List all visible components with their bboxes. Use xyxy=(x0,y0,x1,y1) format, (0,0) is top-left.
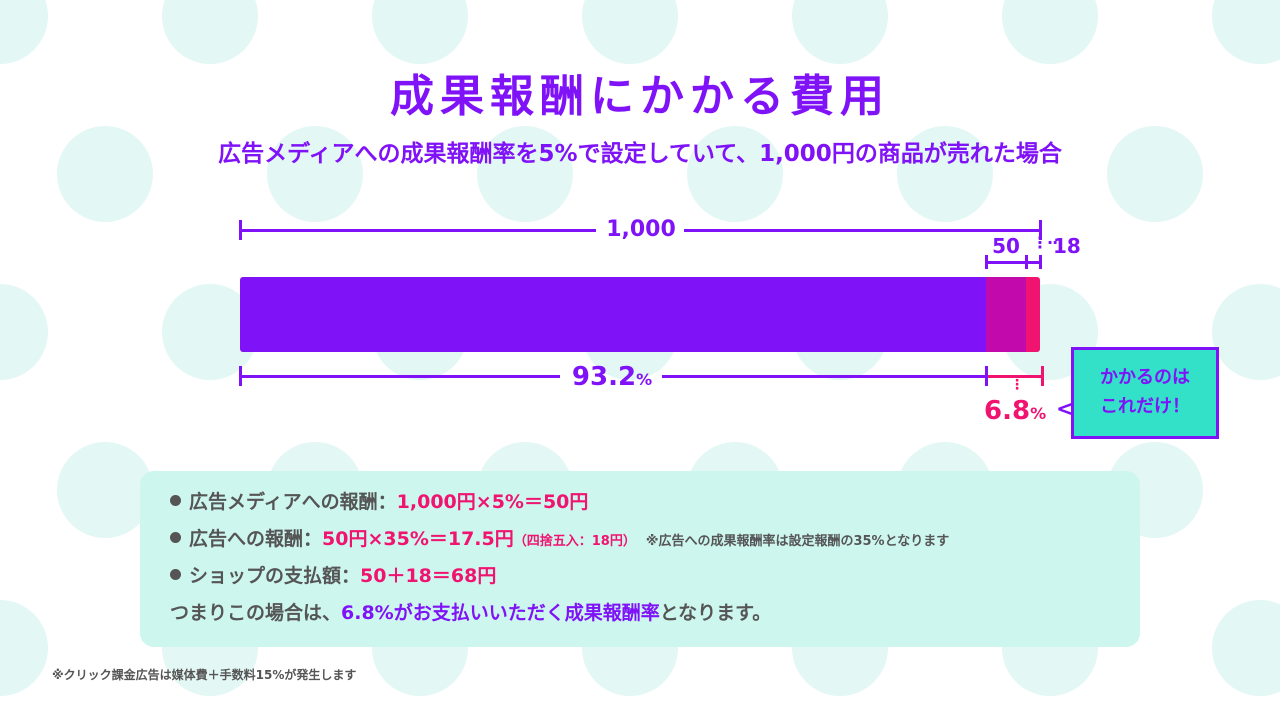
breakdown-item-media: 広告メディアへの報酬：1,000円×5%＝50円 xyxy=(170,493,1110,530)
total-bracket-line-left xyxy=(240,229,596,232)
background-dot xyxy=(1212,600,1280,696)
media-fee-label: 50 xyxy=(992,234,1020,258)
percent-cost-label: 6.8% xyxy=(984,398,1046,424)
footnote: ※クリック課金広告は媒体費＋手数料15%が発生します xyxy=(52,668,357,682)
bullet-icon xyxy=(170,569,181,580)
ad-fee-leader-dots: ⋮·· xyxy=(1032,233,1058,252)
total-bracket-line-right xyxy=(684,229,1040,232)
breakdown-formula: 1,000円×5%＝50円 xyxy=(396,491,589,513)
breakdown-label: 広告メディアへの報酬： xyxy=(189,491,397,513)
breakdown-formula: 50円×35%＝17.5円 xyxy=(322,528,514,550)
bullet-icon xyxy=(170,532,181,543)
percent-main-bracket-right-tick xyxy=(985,366,988,386)
breakdown-label: ショップの支払額： xyxy=(189,565,361,587)
percent-cost-leader-dots: ⋮ xyxy=(1010,377,1024,393)
bar-segment-ad-fee xyxy=(1025,277,1040,352)
background-dot xyxy=(477,126,573,222)
breakdown-box: 広告メディアへの報酬：1,000円×5%＝50円 広告への報酬：50円×35%＝… xyxy=(140,471,1140,647)
background-dot xyxy=(267,126,363,222)
percent-main-unit: % xyxy=(636,370,653,389)
percent-main-bracket-line-right xyxy=(662,375,986,378)
ad-fee-label: 18 xyxy=(1053,234,1081,258)
summary-line: つまりこの場合は、6.8%がお支払いいただく成果報酬率となります。 xyxy=(170,604,1110,641)
background-dot xyxy=(57,126,153,222)
stacked-bar xyxy=(240,277,1040,352)
callout-box: かかるのは これだけ！ xyxy=(1071,347,1219,439)
breakdown-item-shop: ショップの支払額：50＋18＝68円 xyxy=(170,567,1110,604)
breakdown-note: ※広告への成果報酬率は設定報酬の35%となります xyxy=(645,534,950,549)
total-bracket-right-tick xyxy=(1039,220,1042,240)
percent-main-value: 93.2 xyxy=(571,362,637,392)
summary-pre: つまりこの場合は、 xyxy=(170,602,342,624)
background-dot xyxy=(897,126,993,222)
summary-highlight: 6.8%がお支払いいただく成果報酬率 xyxy=(341,602,660,624)
percent-cost-unit: % xyxy=(1030,404,1047,423)
bullet-icon xyxy=(170,495,181,506)
background-dot xyxy=(687,126,783,222)
summary-post: となります。 xyxy=(659,602,772,624)
media-fee-bracket-line xyxy=(986,261,1026,264)
total-value-label: 1,000 xyxy=(606,217,676,242)
percent-cost-bracket-right-tick xyxy=(1041,366,1044,386)
background-dot xyxy=(1212,284,1280,380)
breakdown-label: 広告への報酬： xyxy=(189,528,323,550)
ad-fee-bracket-line xyxy=(1026,261,1040,264)
percent-main-bracket-line-left xyxy=(240,375,560,378)
breakdown-item-ad: 広告への報酬：50円×35%＝17.5円（四捨五入：18円） ※広告への成果報酬率… xyxy=(170,530,1110,567)
callout-line-1: かかるのは xyxy=(1100,367,1190,389)
callout-arrow-icon: < xyxy=(1056,397,1075,422)
ad-fee-bracket-right-tick xyxy=(1039,255,1042,269)
page-subtitle: 広告メディアへの成果報酬率を5%で設定していて、1,000円の商品が売れた場合 xyxy=(218,141,1062,167)
background-dot xyxy=(1107,126,1203,222)
bar-segment-shop xyxy=(240,277,986,352)
percent-cost-value: 6.8 xyxy=(984,396,1031,426)
breakdown-rounding: （四捨五入：18円） xyxy=(513,534,636,549)
percent-cost-bracket-line xyxy=(988,375,1042,378)
callout-line-2: これだけ！ xyxy=(1100,396,1190,417)
background-dot xyxy=(57,442,153,538)
page-title: 成果報酬にかかる費用 xyxy=(390,71,890,122)
percent-main-label: 93.2% xyxy=(560,364,664,390)
bar-segment-media-fee xyxy=(985,277,1026,352)
breakdown-formula: 50＋18＝68円 xyxy=(360,565,497,587)
